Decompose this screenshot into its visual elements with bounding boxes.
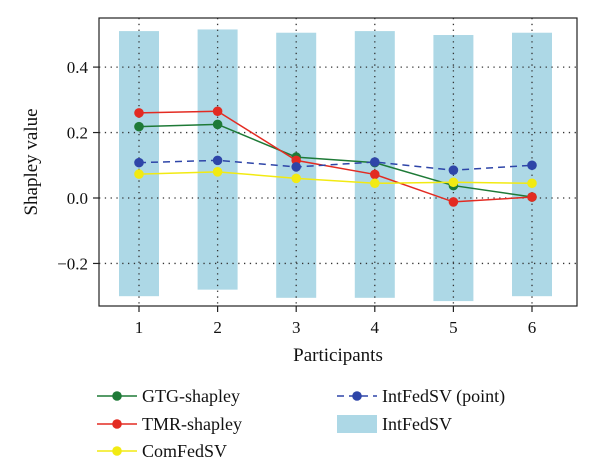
- legend-marker: [112, 446, 122, 456]
- x-tick-label-3: 3: [292, 318, 301, 337]
- legend-item-1: GTG-shapley: [97, 386, 240, 406]
- data-point-3-6: [527, 178, 537, 189]
- series-layer: [134, 106, 537, 207]
- data-point-4-1: [134, 157, 144, 168]
- x-axis-title: Participants: [293, 345, 383, 366]
- series-line-1: [138, 123, 533, 198]
- data-point-2-4: [370, 169, 380, 180]
- data-point-3-3: [291, 173, 302, 184]
- ticks-layer: 1 2 3 4 5 6 −0.2 0.0 0.2 0.4: [57, 58, 536, 337]
- data-point-1-2: [212, 119, 223, 130]
- y-axis-title: Shapley value: [21, 108, 42, 215]
- grid-layer: [99, 18, 577, 306]
- legend-label: TMR-shapley: [142, 414, 242, 434]
- legend: GTG-shapley TMR-shapley ComFedSV IntFedSV (…: [97, 386, 505, 461]
- legend-item-4: IntFedSV (point): [337, 386, 505, 407]
- y-tick-label-4: 0.4: [67, 58, 89, 77]
- data-point-4-6: [527, 160, 537, 171]
- data-point-3-2: [212, 167, 223, 177]
- data-point-3-5: [448, 177, 459, 188]
- data-point-3-4: [370, 178, 380, 189]
- series-2: [134, 106, 537, 207]
- data-point-2-6: [527, 192, 537, 202]
- legend-marker: [352, 391, 362, 401]
- data-point-1-1: [134, 121, 144, 132]
- data-point-3-1: [134, 169, 144, 179]
- x-tick-label-6: 6: [528, 318, 537, 337]
- series-line-3: [138, 171, 533, 185]
- x-tick-label-5: 5: [449, 318, 458, 337]
- data-point-4-5: [448, 165, 459, 175]
- data-point-2-5: [448, 197, 459, 207]
- x-tick-label-1: 1: [135, 318, 144, 337]
- legend-label: IntFedSV (point): [382, 386, 505, 407]
- data-point-4-4: [370, 157, 380, 167]
- legend-patch: [337, 415, 377, 433]
- legend-marker: [112, 419, 122, 429]
- data-point-2-1: [134, 108, 144, 118]
- x-tick-label-4: 4: [371, 318, 380, 337]
- legend-marker: [112, 391, 122, 401]
- data-point-2-2: [212, 106, 223, 117]
- series-line-4: [138, 159, 533, 171]
- data-point-4-2: [212, 155, 223, 166]
- legend-label: IntFedSV: [382, 414, 452, 434]
- plot-frame: [98, 17, 578, 307]
- legend-label: GTG-shapley: [142, 386, 240, 406]
- data-point-4-3: [291, 162, 302, 172]
- series-line-2: [138, 110, 533, 203]
- plot-background: [99, 18, 577, 306]
- series-3: [134, 167, 537, 189]
- legend-label: ComFedSV: [142, 441, 227, 461]
- y-tick-label-2: 0.0: [67, 189, 88, 208]
- legend-item-5: IntFedSV: [337, 414, 452, 434]
- legend-item-3: ComFedSV: [97, 441, 227, 461]
- x-tick-label-2: 2: [213, 318, 222, 337]
- series-4: [134, 155, 537, 175]
- y-tick-label-3: 0.2: [67, 124, 88, 143]
- y-tick-label-1: −0.2: [57, 254, 88, 273]
- legend-item-2: TMR-shapley: [97, 414, 242, 434]
